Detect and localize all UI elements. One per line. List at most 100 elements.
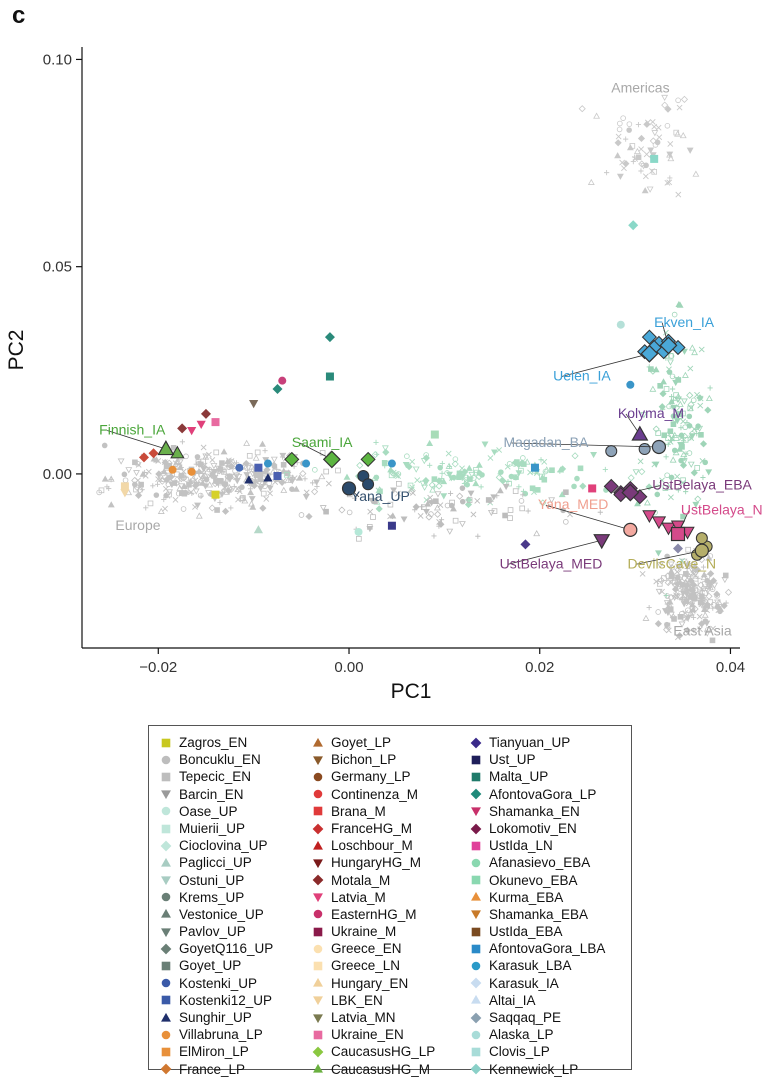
siberia-bg-point [668, 353, 675, 359]
cline-grey-bg-point [474, 497, 481, 504]
legend-marker-icon [470, 737, 482, 748]
siberia-bg-point [698, 346, 705, 353]
legend-marker-icon [471, 755, 481, 765]
legend-entry: LBK_EN [311, 992, 435, 1009]
legend-marker [161, 892, 171, 902]
cline-grey-bg-point [303, 489, 310, 496]
europe-bg-point [145, 468, 152, 475]
europe-bg-point [252, 454, 260, 461]
highlight-label: UstBelaya_MED [500, 555, 603, 571]
highlighted-point [631, 425, 649, 441]
eastasia-bg-point [685, 607, 691, 614]
siberia-bg-point [702, 459, 708, 466]
legend-label: Greece_LN [331, 958, 401, 974]
legend-entry: Germany_LP [311, 768, 435, 785]
cline-grey-bg-point [298, 512, 305, 518]
siberia-bg-point [637, 458, 644, 465]
legend-marker-icon [313, 910, 323, 919]
legend-marker [161, 996, 171, 1005]
europe-bg-point [311, 488, 319, 496]
legend-marker-icon [161, 876, 171, 886]
siberia-bg-point [684, 419, 690, 426]
cline-bg-point [371, 451, 379, 459]
legend-entry: Kennewick_LP [469, 1061, 605, 1078]
siberia-bg-point [667, 429, 673, 435]
siberia-bg-point [681, 348, 688, 355]
eastasia-bg-point [683, 582, 691, 590]
highlighted-point [659, 336, 678, 355]
legend-marker-icon [470, 1012, 482, 1023]
legend-label: Zagros_EN [179, 735, 248, 750]
europe-bg-point [224, 473, 232, 481]
europe-bg-point [241, 497, 249, 504]
europe-bg-point [260, 490, 267, 497]
europe-bg-point [274, 466, 280, 472]
eastasia-bg-point [704, 588, 712, 595]
highlighted-point [670, 526, 686, 542]
americas-bg-point [649, 168, 655, 174]
legend-label: CaucasusHG_LP [331, 1044, 436, 1060]
europe-bg-point [174, 457, 182, 464]
europe-bg-point [280, 486, 288, 493]
americas-bg-point [619, 159, 626, 166]
eastasia-bg-point [697, 626, 703, 633]
highlight-label: Finnish_IA [99, 422, 166, 438]
highlight-cluster-point [642, 510, 657, 523]
legend-marker-icon [161, 1012, 171, 1022]
label-leader-lines [107, 322, 702, 565]
eastasia-bg-point [674, 566, 682, 574]
cline-bg-point [498, 469, 504, 475]
europe-bg-point [224, 457, 231, 465]
americas-bg-point [679, 132, 687, 139]
legend-marker-icon [160, 840, 172, 852]
legend-entry: Shamanka_EBA [469, 906, 605, 923]
eastasia-bg-point [639, 570, 646, 577]
highlight-label: Kolyma_M [618, 405, 684, 421]
cline-grey-bg-point [433, 498, 439, 504]
americas-bg-point [667, 141, 674, 147]
cline-bg-point [468, 471, 476, 479]
cline-grey-bg-point [563, 489, 569, 496]
highlighted-point [621, 483, 640, 502]
europe-bg-point [221, 469, 227, 475]
europe-bg-point [138, 481, 144, 488]
legend-entry: CaucasusHG_M [311, 1061, 435, 1078]
sample-point [324, 332, 335, 343]
legend-entry: Tepecic_EN [159, 768, 273, 785]
americas-bg-point [646, 186, 654, 193]
europe-bg-point [259, 504, 267, 512]
europe-bg-point [104, 484, 110, 490]
legend-marker-icon [313, 807, 323, 816]
europe-bg-point [183, 453, 189, 460]
legend-label: UstIda_EBA [489, 924, 563, 940]
eastasia-bg-point [689, 586, 696, 593]
cline-bg-point [343, 473, 351, 480]
highlighted-point [341, 481, 357, 496]
eastasia-bg-point [664, 601, 670, 607]
cline-bg-point [520, 455, 526, 461]
sample-point [244, 475, 254, 484]
americas-bg-point [649, 137, 657, 145]
legend-marker [313, 756, 323, 765]
legend-label: Alaska_LP [489, 1027, 554, 1043]
legend-label: Malta_UP [489, 769, 549, 785]
sample-point [387, 459, 396, 468]
eastasia-bg-point [710, 577, 718, 585]
europe-bg-point [263, 496, 270, 502]
europe-bg-point [101, 475, 109, 482]
cline-grey-bg-point [370, 514, 376, 520]
legend-entry: UstIda_LN [469, 837, 605, 854]
highlight-cluster-point [605, 445, 618, 458]
cline-bg-point [446, 463, 453, 470]
siberia-bg-point [667, 428, 674, 435]
cline-grey-bg-point [512, 488, 519, 494]
legend-column-1: Zagros_EN Boncuklu_EN Tepecic_EN Barcin_EN O… [159, 734, 273, 1078]
legend-label: Barcin_EN [179, 786, 244, 802]
legend-marker-icon [161, 755, 171, 765]
europe-bg-point [133, 486, 139, 493]
sample-point [235, 463, 244, 472]
cline-bg-point [481, 441, 489, 448]
legend-marker [470, 977, 482, 989]
cline-bg-point [427, 462, 433, 468]
cline-bg-point [465, 464, 473, 471]
